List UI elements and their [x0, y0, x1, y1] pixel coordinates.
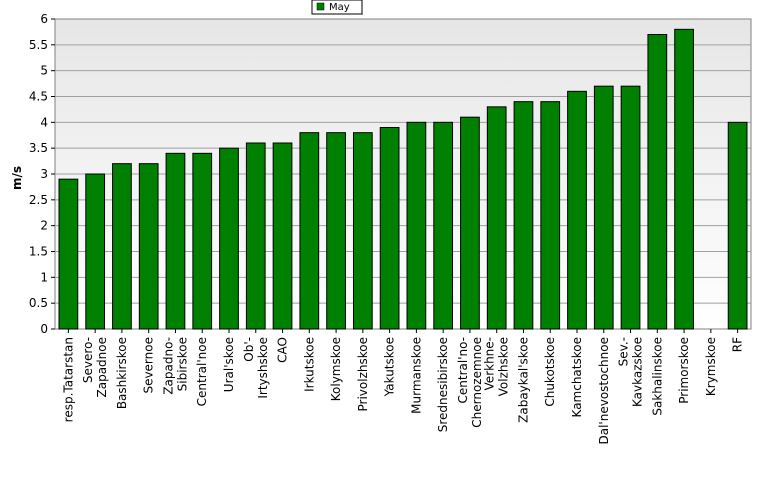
- x-tick-label: Privolzhskoe: [356, 337, 370, 411]
- bars: [58, 28, 748, 330]
- y-tick-label: 6: [40, 12, 48, 26]
- x-tick-label: Irkutskoe: [302, 337, 316, 392]
- y-tick-label: 5.5: [29, 38, 48, 52]
- x-tick-label: Zabaykal'skoe: [516, 337, 530, 423]
- bar-19: [540, 101, 561, 330]
- bar-11: [326, 132, 346, 330]
- y-tick-label: 2: [40, 219, 48, 233]
- bar-2: [85, 173, 106, 330]
- x-axis: resp.Tatarstan Severo-Zapadnoe Bashkirskoe…: [61, 329, 745, 445]
- bar-4: [138, 163, 159, 330]
- bar-17: [486, 106, 507, 330]
- bar-21: [593, 85, 614, 330]
- bar-7: [219, 147, 239, 330]
- y-axis-label: m/s: [10, 166, 24, 190]
- legend-label-may: May: [329, 2, 350, 13]
- x-tick-label: CAO: [276, 337, 290, 363]
- bar-8: [245, 142, 266, 330]
- x-tick-label: Zapadno-Sibirskoe: [161, 337, 189, 395]
- x-tick-label: Dal'nevostochnoe: [597, 337, 611, 445]
- bar-5: [165, 152, 186, 330]
- x-tick-label: RF: [731, 337, 745, 352]
- bar-15: [433, 121, 454, 330]
- bar-3: [112, 163, 132, 330]
- x-tick-label: Krymskoe: [704, 337, 718, 396]
- y-tick-label: 0.5: [29, 296, 48, 310]
- y-tick-label: 1.5: [29, 245, 48, 259]
- bar-1: [58, 178, 79, 330]
- bar-16: [460, 116, 480, 330]
- x-tick-label: Central'no-Chernozemnoe: [456, 337, 484, 428]
- x-tick-label: Ural'skoe: [222, 337, 236, 392]
- bar-10: [299, 132, 320, 330]
- bar-9: [272, 142, 293, 330]
- x-tick-label: Murmanskoe: [409, 337, 423, 414]
- x-tick-label: Bashkirskoe: [115, 337, 129, 409]
- bar-23: [647, 34, 668, 330]
- legend: May: [311, 0, 363, 15]
- x-tick-label: Sakhalinskoe: [650, 337, 664, 416]
- y-tick-label: 3.5: [29, 141, 48, 155]
- bar-18: [513, 101, 534, 330]
- x-tick-label: Verkhne-Volzhskoe: [483, 337, 511, 396]
- legend-swatch-may: [316, 2, 325, 11]
- bar-12: [352, 132, 373, 330]
- y-axis: 0 0.5 1 1.5 2 2.5 3 3.5 4 4.5 5 5.5 6: [29, 12, 55, 336]
- y-tick-label: 4: [40, 115, 48, 129]
- x-tick-label: Kolymskoe: [329, 337, 343, 401]
- x-tick-label: Srednesibirskoe: [436, 337, 450, 432]
- bar-6: [192, 152, 213, 330]
- x-tick-label: Sev.-Kavkazskoe: [617, 337, 645, 407]
- y-tick-label: 4.5: [29, 90, 48, 104]
- bar-26: [727, 121, 748, 330]
- x-tick-label: Primorskoe: [677, 337, 691, 404]
- bar-24: [674, 28, 694, 330]
- x-tick-label: resp.Tatarstan: [61, 337, 75, 422]
- y-tick-label: 5: [40, 64, 48, 78]
- y-tick-label: 2.5: [29, 193, 48, 207]
- bar-20: [567, 90, 587, 330]
- x-tick-label: Yakutskoe: [383, 337, 397, 397]
- bar-22: [620, 85, 641, 330]
- x-tick-label: Severo-Zapadnoe: [81, 337, 109, 398]
- y-tick-label: 0: [40, 322, 48, 336]
- x-tick-label: Central'noe: [195, 337, 209, 406]
- x-tick-label: Ob'-Irtyshskoe: [242, 337, 270, 399]
- y-tick-label: 1: [40, 270, 48, 284]
- y-tick-label: 3: [40, 167, 48, 181]
- x-tick-label: Chukotskoe: [543, 337, 557, 407]
- bar-14: [406, 121, 427, 330]
- x-tick-label: Severnoe: [142, 337, 156, 394]
- bar-13: [379, 127, 400, 330]
- x-tick-label: Kamchatskoe: [570, 337, 584, 417]
